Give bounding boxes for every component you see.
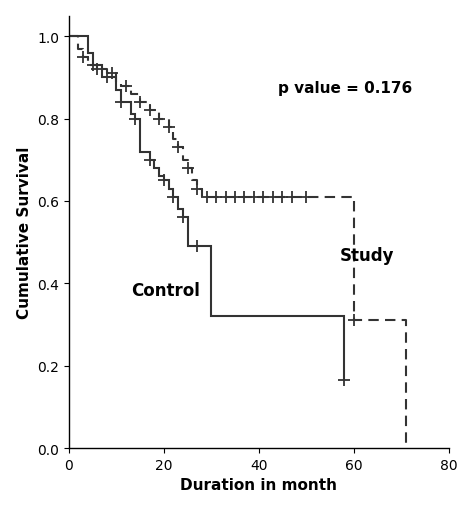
X-axis label: Duration in month: Duration in month: [180, 477, 337, 492]
Y-axis label: Cumulative Survival: Cumulative Survival: [17, 147, 32, 319]
Text: Study: Study: [339, 246, 394, 264]
Text: Control: Control: [131, 281, 200, 299]
Text: p value = 0.176: p value = 0.176: [278, 81, 412, 96]
